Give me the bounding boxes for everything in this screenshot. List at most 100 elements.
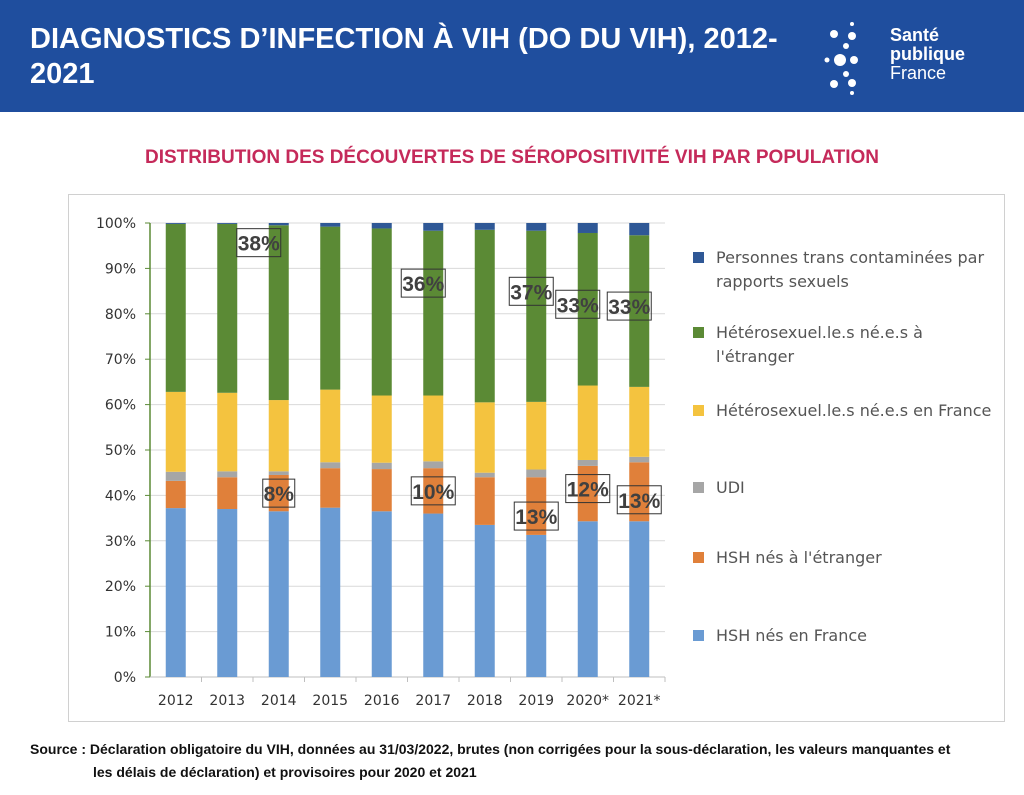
bar-segment xyxy=(577,459,598,466)
y-tick-label: 30% xyxy=(105,534,136,550)
y-tick-label: 10% xyxy=(105,625,136,641)
bar-segment xyxy=(577,521,598,677)
data-label: 13% xyxy=(618,490,660,513)
bar-segment xyxy=(320,223,341,227)
legend-item: UDI xyxy=(693,476,1003,500)
bar-segment xyxy=(371,511,392,677)
data-label: 12% xyxy=(567,479,609,502)
page-title: DIAGNOSTICS D’INFECTION À VIH (DO DU VIH… xyxy=(30,23,778,90)
data-label-box xyxy=(555,289,601,319)
bar-segment xyxy=(268,511,289,677)
bar-segment xyxy=(371,469,392,512)
data-label: 13% xyxy=(515,506,557,529)
bar-segment xyxy=(371,228,392,396)
bar-segment xyxy=(629,223,650,236)
x-tick-label: 2021* xyxy=(618,693,661,709)
legend-item: HSH nés en France xyxy=(693,624,1003,648)
legend-swatch xyxy=(693,252,704,263)
logo-dots-icon xyxy=(824,22,858,95)
chart-frame xyxy=(68,194,1005,722)
bar-segment xyxy=(320,468,341,508)
logo-line-3: France xyxy=(890,63,947,83)
legend-label: HSH nés en France xyxy=(716,626,867,645)
bar-segment xyxy=(629,235,650,387)
data-label-box xyxy=(565,474,611,504)
bar-segment xyxy=(268,223,289,226)
data-label-box xyxy=(262,478,296,508)
bar-segment xyxy=(217,223,238,224)
data-label: 37% xyxy=(510,281,552,304)
x-tick-label: 2020* xyxy=(566,693,609,709)
bar-segment xyxy=(526,477,547,535)
bar-segment xyxy=(423,513,444,677)
logo-line-1: Santé xyxy=(890,25,940,45)
bar-segment xyxy=(165,508,186,677)
data-label-box xyxy=(508,276,554,306)
bar-segment xyxy=(577,465,598,522)
data-label: 36% xyxy=(402,273,444,296)
bar-segment xyxy=(526,223,547,231)
bar-segment xyxy=(371,462,392,470)
y-tick-label: 20% xyxy=(105,579,136,595)
bar-segment xyxy=(526,401,547,470)
bar-segment xyxy=(165,391,186,472)
bar-segment xyxy=(268,474,289,512)
data-label-box xyxy=(236,228,282,258)
bar-segment xyxy=(320,462,341,469)
logo-line-2: publique xyxy=(890,44,965,64)
bar-segment xyxy=(165,223,186,224)
data-label-box xyxy=(513,501,559,531)
source-note: Source : Déclaration obligatoire du VIH,… xyxy=(30,738,1020,784)
y-tick-label: 100% xyxy=(96,216,136,232)
bar-segment xyxy=(268,400,289,472)
bar-segment xyxy=(577,223,598,233)
bar-segment xyxy=(217,477,238,510)
data-label: 33% xyxy=(557,294,599,317)
bar-segment xyxy=(423,223,444,231)
data-label-box xyxy=(400,268,446,298)
legend-label: Personnes trans contaminées par rapports… xyxy=(716,248,985,291)
legend-swatch xyxy=(693,552,704,563)
legend-item: Hétérosexuel.le.s né.e.s à l'étranger xyxy=(693,321,1003,369)
bar-segment xyxy=(217,392,238,472)
bar-segment xyxy=(423,461,444,469)
data-label-box xyxy=(410,476,456,506)
x-tick-label: 2016 xyxy=(364,693,400,709)
bar-segment xyxy=(217,471,238,478)
bar-segment xyxy=(165,480,186,509)
y-tick-label: 90% xyxy=(105,261,136,277)
bar-segment xyxy=(217,223,238,393)
source-line-2: les délais de déclaration) et provisoire… xyxy=(93,764,477,780)
bar-segment xyxy=(577,232,598,386)
legend-label: Hétérosexuel.le.s né.e.s à l'étranger xyxy=(716,323,923,366)
bar-segment xyxy=(629,386,650,457)
x-tick-label: 2018 xyxy=(467,693,503,709)
header-banner: DIAGNOSTICS D’INFECTION À VIH (DO DU VIH… xyxy=(0,0,1024,112)
bar-segment xyxy=(268,225,289,401)
bar-segment xyxy=(165,223,186,392)
bar-segment xyxy=(320,507,341,677)
legend-label: HSH nés à l'étranger xyxy=(716,548,882,567)
x-tick-label: 2014 xyxy=(261,693,297,709)
y-tick-label: 0% xyxy=(114,670,136,686)
bar-segment xyxy=(474,524,495,677)
y-tick-label: 70% xyxy=(105,352,136,368)
y-tick-label: 60% xyxy=(105,398,136,414)
bar-segment xyxy=(474,477,495,525)
bar-segment xyxy=(474,229,495,403)
data-label: 38% xyxy=(238,233,280,256)
legend-swatch xyxy=(693,405,704,416)
legend-item: HSH nés à l'étranger xyxy=(693,546,1003,570)
bar-segment xyxy=(526,534,547,677)
data-label: 10% xyxy=(412,481,454,504)
legend-item: Hétérosexuel.le.s né.e.s en France xyxy=(693,399,1003,423)
bar-segment xyxy=(423,395,444,462)
y-tick-label: 50% xyxy=(105,443,136,459)
bar-segment xyxy=(371,395,392,463)
bar-segment xyxy=(423,468,444,514)
bar-segment xyxy=(629,456,650,463)
legend-swatch xyxy=(693,482,704,493)
bar-segment xyxy=(526,230,547,402)
x-tick-label: 2013 xyxy=(209,693,245,709)
